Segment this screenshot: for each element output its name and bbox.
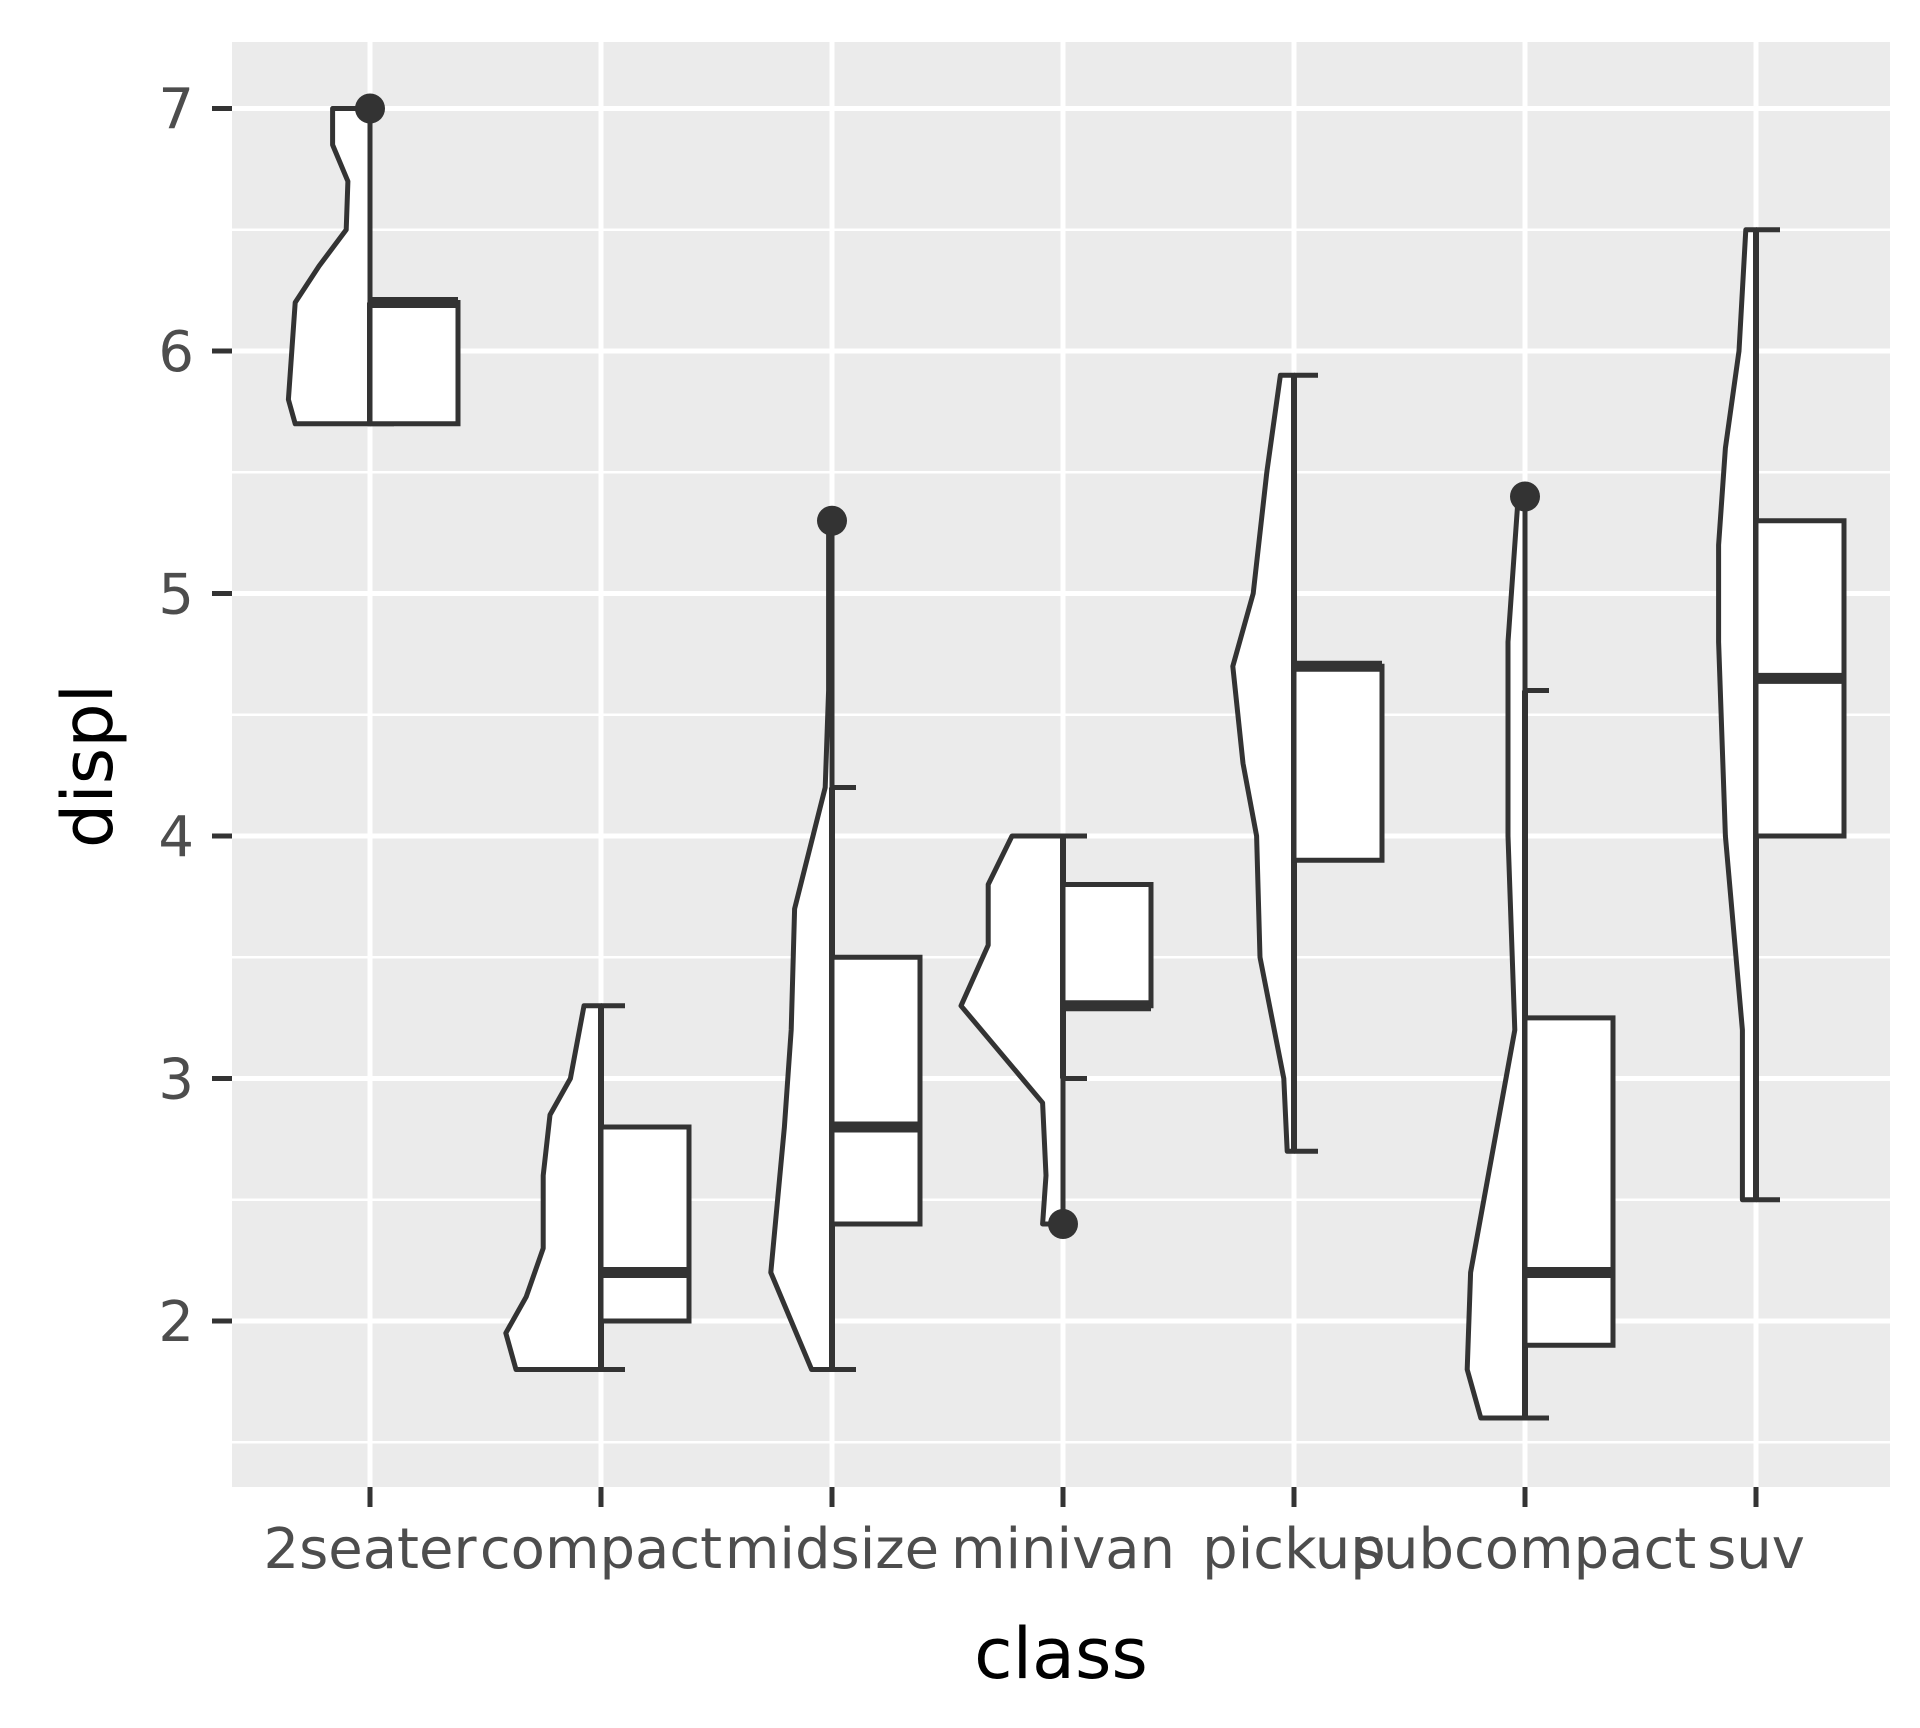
box-midsize	[829, 954, 923, 1227]
box-compact	[598, 1124, 692, 1324]
violin-2seater	[285, 106, 373, 427]
x-tick-labels: 2seater compact midsize minivan pickupsubcom…	[263, 1517, 1804, 1582]
box-minivan	[1060, 882, 1154, 1009]
outlier-point-midsize	[817, 505, 847, 536]
outlier-layer	[355, 93, 1540, 1239]
violin-suv	[1716, 227, 1759, 1203]
y-axis-title: displ	[47, 684, 129, 848]
x-tick-label: midsize	[725, 1517, 939, 1582]
x-axis-title: class	[974, 1613, 1148, 1695]
box-2seater	[367, 300, 461, 427]
y-tick-labels: 2 3 4 5 6 7	[158, 78, 194, 1356]
violin-minivan	[958, 833, 1066, 1227]
y-tick-label: 4	[158, 805, 194, 870]
x-tick-label: pickup	[1202, 1517, 1386, 1582]
violin-compact	[503, 1003, 604, 1372]
x-tick-label: suv	[1707, 1517, 1805, 1582]
y-tick-label: 6	[158, 320, 194, 385]
x-tick-label: minivan	[951, 1517, 1175, 1582]
box-pickup	[1291, 663, 1385, 863]
x-tick-label: subcompact	[1354, 1517, 1696, 1582]
outlier-point-subcompact	[1510, 481, 1540, 512]
violin-layer	[285, 106, 1759, 1421]
y-tick-label: 2	[158, 1290, 194, 1355]
y-tick-label: 7	[158, 78, 194, 143]
x-tick-label: compact	[480, 1517, 722, 1582]
violin-pickup	[1230, 372, 1297, 1154]
x-tick-label: 2seater	[263, 1517, 477, 1582]
box-subcompact	[1522, 1015, 1616, 1348]
outlier-point-minivan	[1048, 1209, 1078, 1239]
outlier-point-2seater	[355, 93, 385, 124]
axis-ticks	[212, 106, 1759, 1507]
boxplot-layer	[367, 227, 1847, 1421]
y-tick-label: 3	[158, 1048, 194, 1113]
y-tick-label: 5	[158, 563, 194, 628]
